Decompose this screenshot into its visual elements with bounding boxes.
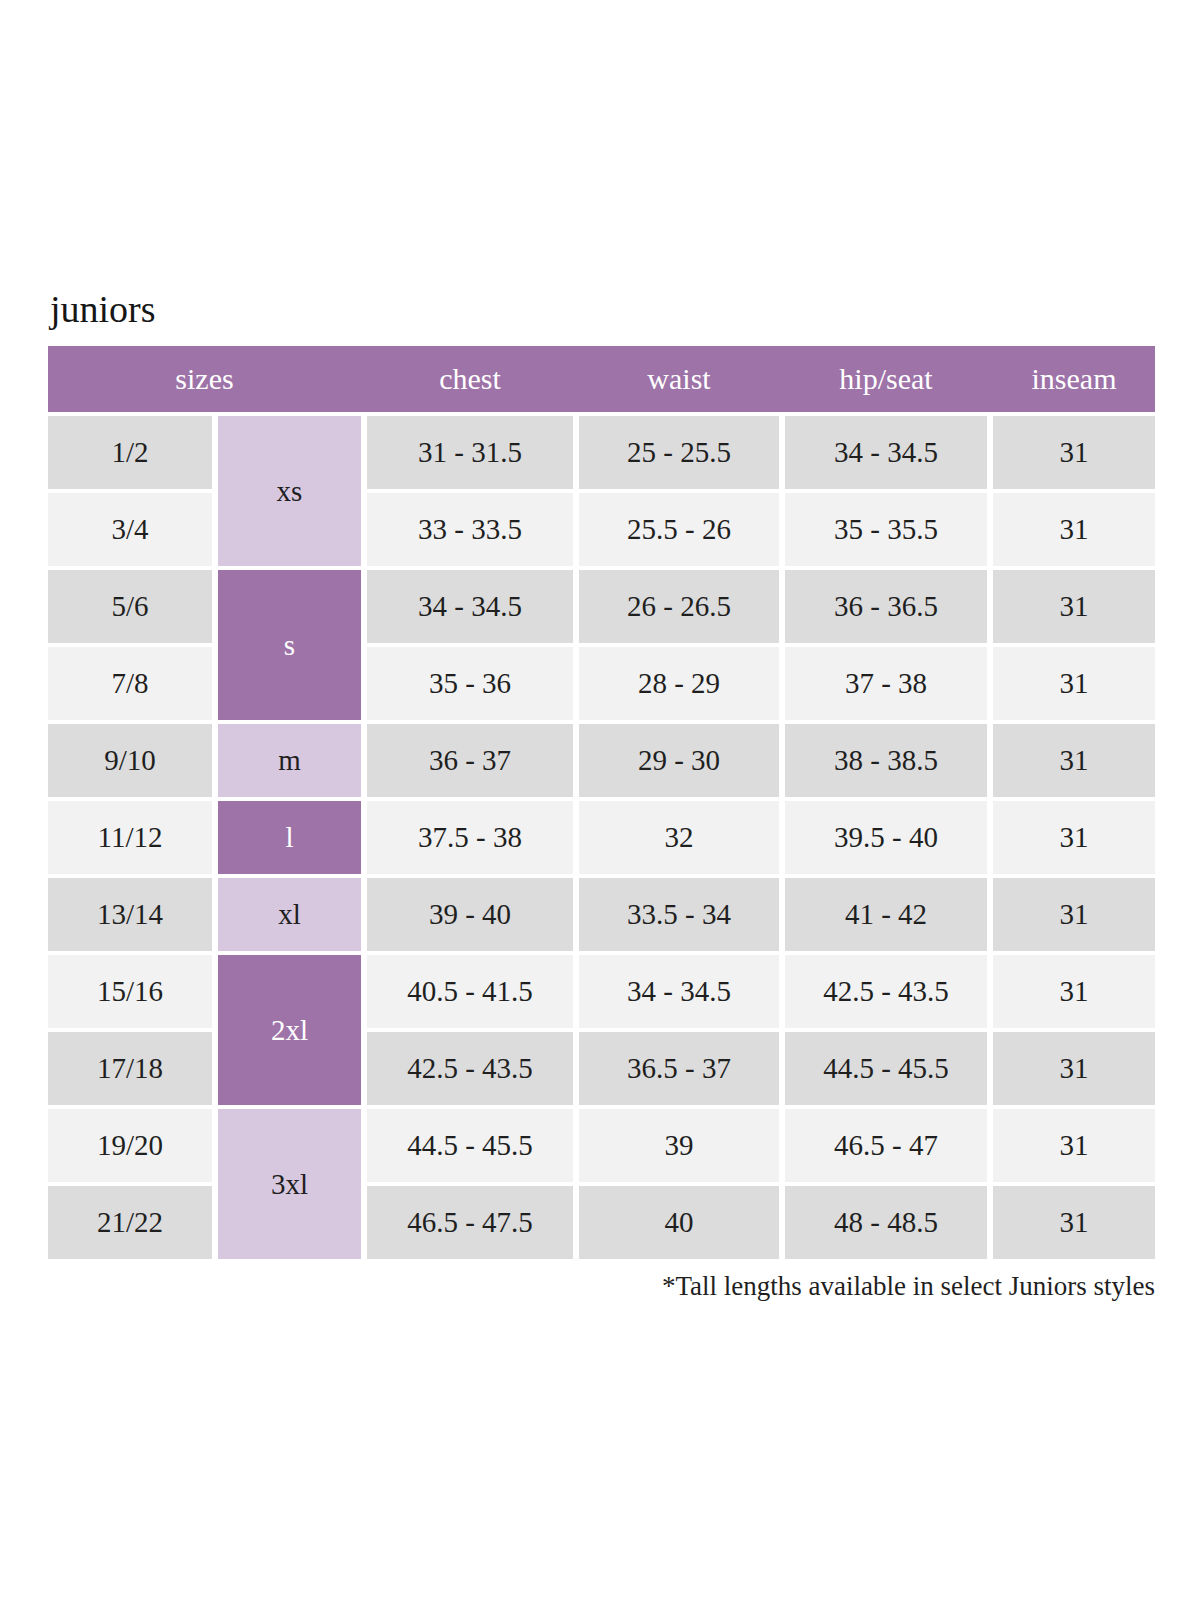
- inseam-cell: 31: [993, 724, 1155, 797]
- waist-cell: 26 - 26.5: [579, 570, 779, 643]
- size-chart-page: juniors sizes chest waist hip/seat insea…: [48, 0, 1155, 1302]
- size-cell: 11/12: [48, 801, 212, 874]
- group-cell-2xl: 2xl: [218, 955, 361, 1105]
- group-cell-s: s: [218, 570, 361, 720]
- inseam-cell: 31: [993, 955, 1155, 1028]
- chest-cell: 35 - 36: [367, 647, 573, 720]
- waist-cell: 34 - 34.5: [579, 955, 779, 1028]
- chest-cell: 37.5 - 38: [367, 801, 573, 874]
- hip-seat-cell: 46.5 - 47: [785, 1109, 987, 1182]
- size-cell: 17/18: [48, 1032, 212, 1105]
- chest-cell: 33 - 33.5: [367, 493, 573, 566]
- group-cell-m: m: [218, 724, 361, 797]
- inseam-cell: 31: [993, 1186, 1155, 1259]
- group-cell-3xl: 3xl: [218, 1109, 361, 1259]
- chest-cell: 39 - 40: [367, 878, 573, 951]
- hip-seat-cell: 37 - 38: [785, 647, 987, 720]
- group-cell-xs: xs: [218, 416, 361, 566]
- tall-lengths-footnote: *Tall lengths available in select Junior…: [48, 1271, 1155, 1302]
- header-cell-hip-seat: hip/seat: [785, 346, 987, 412]
- waist-cell: 33.5 - 34: [579, 878, 779, 951]
- header-cell-waist: waist: [579, 346, 779, 412]
- group-cell-xl: xl: [218, 878, 361, 951]
- header-cell-chest: chest: [367, 346, 573, 412]
- size-cell: 21/22: [48, 1186, 212, 1259]
- waist-cell: 28 - 29: [579, 647, 779, 720]
- hip-seat-cell: 42.5 - 43.5: [785, 955, 987, 1028]
- chest-cell: 46.5 - 47.5: [367, 1186, 573, 1259]
- juniors-size-table: sizes chest waist hip/seat inseam 1/2 xs…: [48, 346, 1155, 1259]
- hip-seat-cell: 39.5 - 40: [785, 801, 987, 874]
- hip-seat-cell: 36 - 36.5: [785, 570, 987, 643]
- table-header-row: sizes chest waist hip/seat inseam: [48, 346, 1155, 412]
- chest-cell: 44.5 - 45.5: [367, 1109, 573, 1182]
- table-body: 1/2 xs 31 - 31.5 25 - 25.5 34 - 34.5 31 …: [48, 416, 1155, 1259]
- hip-seat-cell: 35 - 35.5: [785, 493, 987, 566]
- chest-cell: 42.5 - 43.5: [367, 1032, 573, 1105]
- waist-cell: 36.5 - 37: [579, 1032, 779, 1105]
- hip-seat-cell: 34 - 34.5: [785, 416, 987, 489]
- chest-cell: 31 - 31.5: [367, 416, 573, 489]
- size-cell: 5/6: [48, 570, 212, 643]
- hip-seat-cell: 48 - 48.5: [785, 1186, 987, 1259]
- chest-cell: 36 - 37: [367, 724, 573, 797]
- chest-cell: 40.5 - 41.5: [367, 955, 573, 1028]
- page-title: juniors: [50, 286, 1155, 333]
- inseam-cell: 31: [993, 1109, 1155, 1182]
- waist-cell: 25.5 - 26: [579, 493, 779, 566]
- inseam-cell: 31: [993, 878, 1155, 951]
- chest-cell: 34 - 34.5: [367, 570, 573, 643]
- waist-cell: 32: [579, 801, 779, 874]
- header-cell-sizes: sizes: [48, 346, 361, 412]
- hip-seat-cell: 44.5 - 45.5: [785, 1032, 987, 1105]
- size-cell: 19/20: [48, 1109, 212, 1182]
- header-cell-inseam: inseam: [993, 346, 1155, 412]
- waist-cell: 29 - 30: [579, 724, 779, 797]
- waist-cell: 39: [579, 1109, 779, 1182]
- inseam-cell: 31: [993, 416, 1155, 489]
- size-cell: 15/16: [48, 955, 212, 1028]
- inseam-cell: 31: [993, 647, 1155, 720]
- size-cell: 1/2: [48, 416, 212, 489]
- hip-seat-cell: 41 - 42: [785, 878, 987, 951]
- waist-cell: 40: [579, 1186, 779, 1259]
- inseam-cell: 31: [993, 570, 1155, 643]
- waist-cell: 25 - 25.5: [579, 416, 779, 489]
- inseam-cell: 31: [993, 1032, 1155, 1105]
- size-cell: 13/14: [48, 878, 212, 951]
- size-cell: 3/4: [48, 493, 212, 566]
- inseam-cell: 31: [993, 493, 1155, 566]
- size-cell: 7/8: [48, 647, 212, 720]
- size-cell: 9/10: [48, 724, 212, 797]
- group-cell-l: l: [218, 801, 361, 874]
- inseam-cell: 31: [993, 801, 1155, 874]
- hip-seat-cell: 38 - 38.5: [785, 724, 987, 797]
